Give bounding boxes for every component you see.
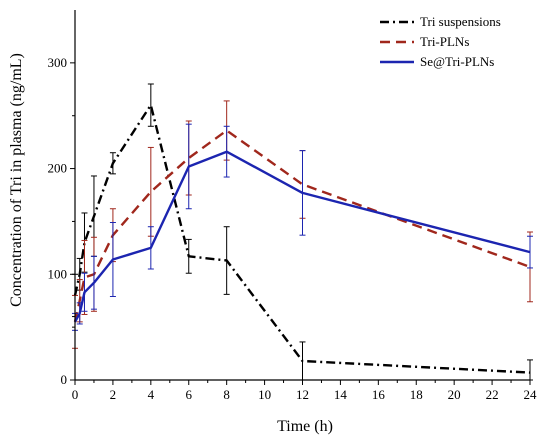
y-tick-label: 100 (48, 266, 68, 281)
x-tick-label: 4 (148, 387, 155, 402)
y-axis-title: Concentration of Tri in plasma (ng/mL) (8, 53, 25, 307)
x-tick-label: 10 (258, 387, 271, 402)
x-tick-label: 2 (110, 387, 117, 402)
series-2 (72, 123, 533, 331)
legend-label: Se@Tri-PLNs (420, 54, 494, 69)
series-line (73, 129, 531, 323)
legend-label: Tri-PLNs (420, 34, 469, 49)
legend-label: Tri suspensions (420, 14, 501, 29)
x-tick-label: 18 (410, 387, 423, 402)
x-tick-label: 8 (223, 387, 230, 402)
series-layer (72, 83, 533, 381)
y-tick-label: 300 (48, 55, 68, 70)
x-tick-label: 14 (334, 387, 348, 402)
x-tick-label: 16 (372, 387, 386, 402)
y-tick-label: 200 (48, 161, 68, 176)
series-line (73, 150, 531, 323)
x-tick-label: 22 (486, 387, 499, 402)
x-tick-label: 12 (296, 387, 309, 402)
x-axis-title: Time (h) (277, 418, 333, 435)
x-tick-label: 24 (524, 387, 538, 402)
y-tick-label: 0 (61, 372, 68, 387)
series-line (73, 103, 531, 374)
legend: Tri suspensions Tri-PLNs Se@Tri-PLNs (380, 14, 501, 69)
x-tick-label: 20 (448, 387, 461, 402)
x-tick-label: 6 (186, 387, 193, 402)
x-tick-label: 0 (72, 387, 79, 402)
